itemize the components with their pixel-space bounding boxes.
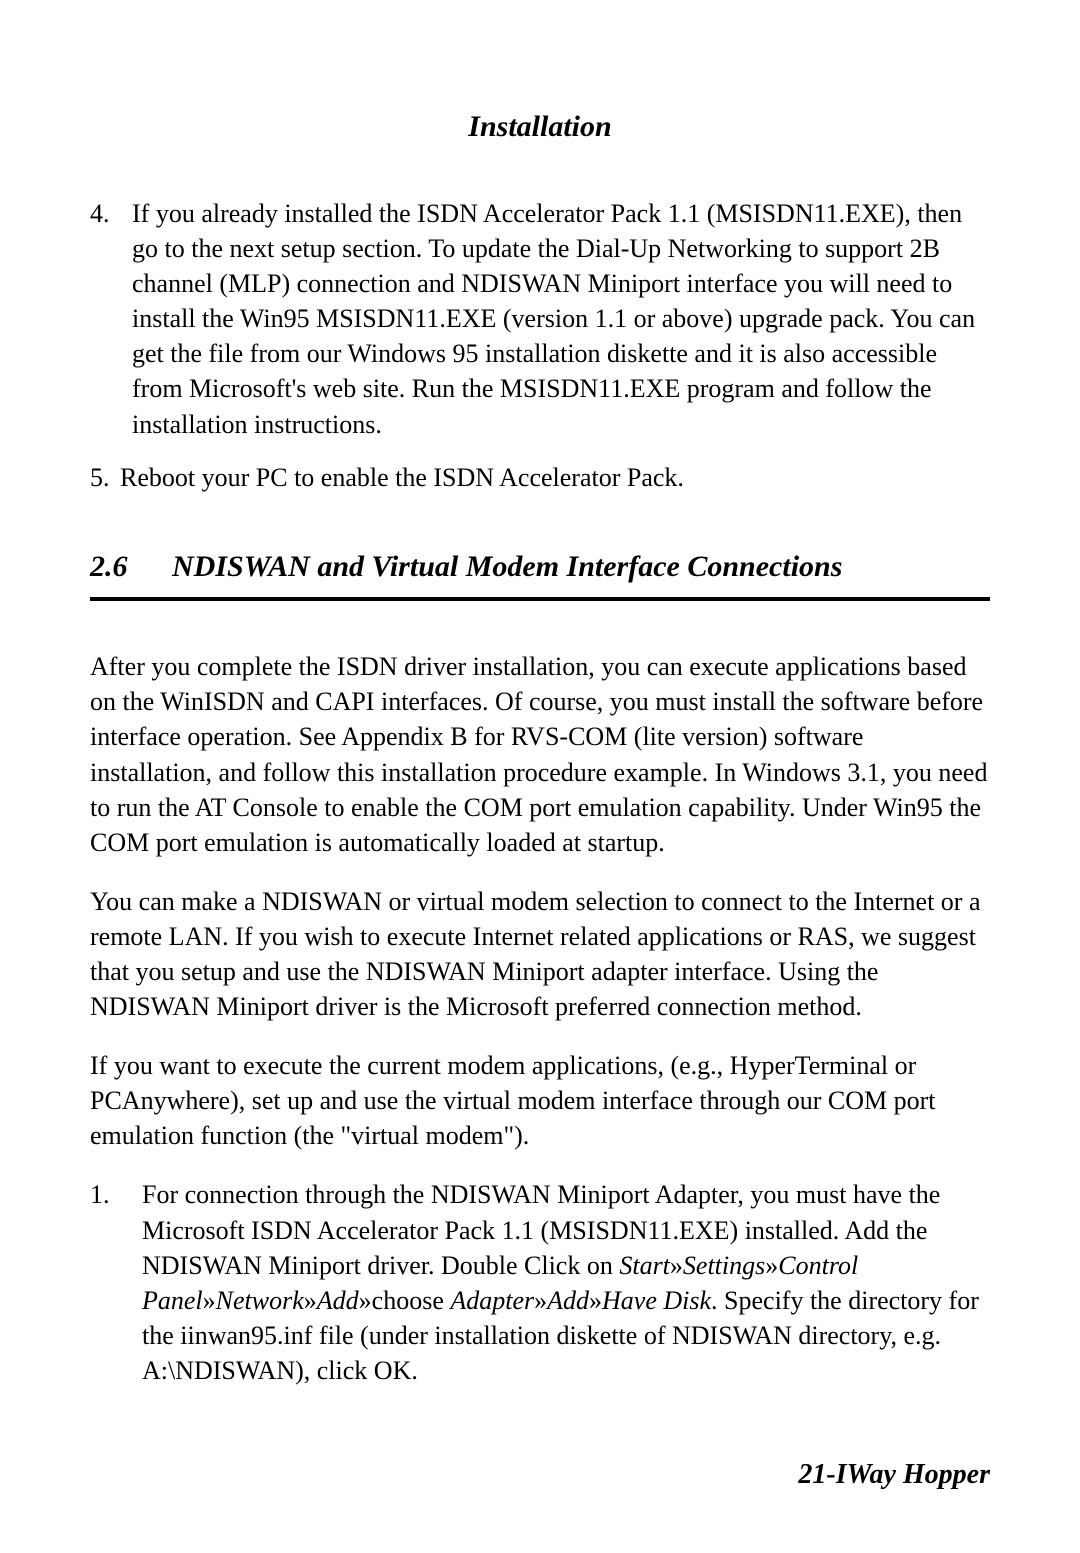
step-number: 1. [90, 1177, 142, 1388]
menu-path-have-disk: Have Disk [602, 1286, 711, 1315]
step-item-1: 1. For connection through the NDISWAN Mi… [90, 1177, 990, 1388]
menu-path-add: Add [317, 1286, 359, 1315]
separator: » [203, 1286, 216, 1315]
page-header: Installation [90, 110, 990, 144]
separator: »choose [359, 1286, 451, 1315]
section-number: 2.6 [90, 547, 172, 588]
list-text: If you already installed the ISDN Accele… [132, 196, 990, 442]
paragraph-1: After you complete the ISDN driver insta… [90, 649, 990, 860]
body-content: 4. If you already installed the ISDN Acc… [90, 196, 990, 1388]
paragraph-3: If you want to execute the current modem… [90, 1048, 990, 1153]
section-title: NDISWAN and Virtual Modem Interface Conn… [172, 547, 842, 588]
list-item-5: 5. Reboot your PC to enable the ISDN Acc… [90, 460, 990, 495]
menu-path-network: Network [216, 1286, 304, 1315]
section-rule [90, 597, 990, 601]
list-number: 4. [90, 196, 132, 442]
menu-path-settings: Settings [683, 1251, 765, 1280]
separator: » [304, 1286, 317, 1315]
section-heading: 2.6 NDISWAN and Virtual Modem Interface … [90, 547, 990, 588]
page-footer: 21-IWay Hopper [798, 1459, 990, 1491]
list-item-4: 4. If you already installed the ISDN Acc… [90, 196, 990, 442]
list-text: Reboot your PC to enable the ISDN Accele… [120, 460, 990, 495]
step-text: For connection through the NDISWAN Minip… [142, 1177, 990, 1388]
separator: » [670, 1251, 683, 1280]
list-number: 5. [90, 460, 120, 495]
separator: » [534, 1286, 547, 1315]
menu-path-start: Start [619, 1251, 670, 1280]
paragraph-2: You can make a NDISWAN or virtual modem … [90, 884, 990, 1024]
separator: » [765, 1251, 778, 1280]
menu-path-adapter: Adapter [450, 1286, 534, 1315]
separator: » [589, 1286, 602, 1315]
menu-path-add2: Add [547, 1286, 589, 1315]
